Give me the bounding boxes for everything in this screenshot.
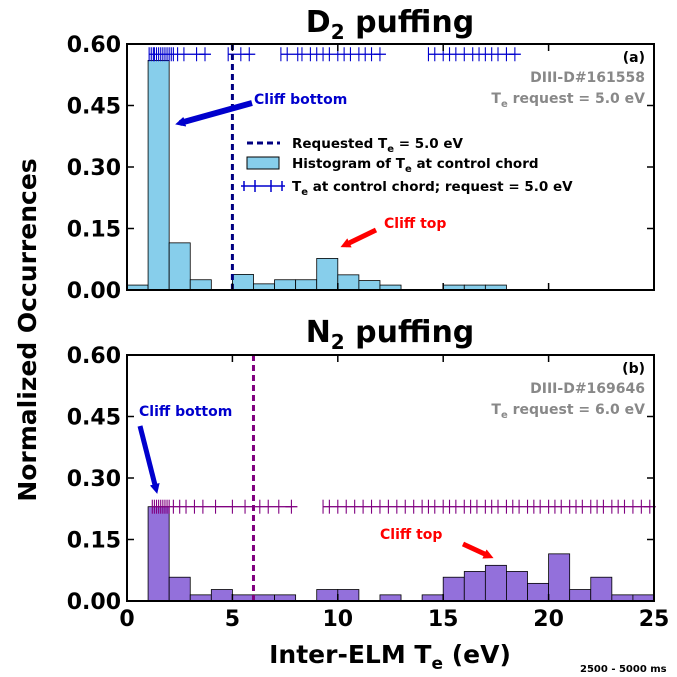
panel-a-x-ticks [126, 44, 655, 290]
panel-a-cliff-top-label: Cliff top [384, 216, 446, 232]
panel-a-bar [358, 280, 381, 291]
time-range-footer: 2500 - 5000 ms [580, 664, 667, 675]
y-axis-label: Normalized Occurrences [13, 158, 42, 501]
panel-a-label: (a) [623, 50, 645, 66]
panel-a-bar [231, 274, 254, 291]
panel-a-y-tick-label: 0.00 [67, 279, 121, 304]
panel-b-request: Te request = 6.0 eV [491, 402, 645, 421]
panel-a-bar [274, 279, 297, 291]
legend-errorbar-label: Te at control chord; request = 5.0 eV [292, 179, 573, 198]
panel-a-y-tick-label: 0.45 [67, 95, 121, 120]
panel-b-y-tick-label: 0.60 [67, 344, 121, 369]
panel-a-errorbars [148, 47, 521, 62]
legend-histogram-main: Histogram of T [292, 156, 406, 172]
panel-b-bar [463, 571, 486, 602]
panel-a: D2 puffing 0.00 0.15 0.30 0.45 0.60 (a) DIII… [67, 5, 655, 304]
panel-b-x-tick-label: 0 [119, 607, 134, 632]
panel-b-bar [147, 506, 170, 602]
panel-b-x-tick-label: 20 [533, 607, 564, 632]
panel-a-y-tick-label: 0.15 [67, 218, 121, 243]
panel-a-bar [337, 274, 360, 291]
panel-a-title-sub: 2 [331, 20, 345, 44]
panel-b: N2 puffing 0.00 0.15 0.30 0.45 0.60 0 5 10 15 20… [67, 315, 670, 632]
panel-b-bars [147, 506, 655, 602]
panel-b-request-suffix: request = 6.0 eV [508, 402, 645, 418]
panel-a-bar [168, 242, 191, 291]
legend-histogram-label: Histogram of Te at control chord [292, 156, 539, 175]
panel-b-title-sub: 2 [331, 330, 345, 354]
panel-b-bar [316, 589, 339, 602]
panel-a-request-main: T [491, 91, 501, 107]
panel-a-bar [147, 60, 170, 291]
panel-b-label: (b) [622, 361, 645, 377]
panel-a-legend: Requested Te = 5.0 eV Histogram of Te at… [241, 136, 573, 198]
panel-b-bar [210, 589, 233, 602]
panel-b-bar [168, 576, 191, 602]
panel-b-shot: DIII-D#169646 [530, 381, 645, 397]
panel-a-cliff-bottom-arrow [175, 100, 253, 127]
legend-errorbar-sub: e [301, 187, 308, 198]
panel-b-bar [590, 576, 613, 602]
panel-b-y-tick-label: 0.15 [67, 529, 121, 554]
panel-a-title-main: D [306, 5, 331, 40]
panel-a-request-sub: e [501, 99, 508, 110]
x-axis-label-sub: e [431, 654, 443, 674]
panel-a-shot: DIII-D#161558 [530, 70, 645, 86]
legend-requested-main: Requested T [292, 136, 388, 152]
panel-b-y-ticks: 0.00 0.15 0.30 0.45 0.60 [67, 344, 654, 615]
panel-b-cliff-top-label: Cliff top [380, 527, 442, 543]
legend-requested-sub: e [387, 144, 394, 155]
panel-b-cliff-bottom-arrow [137, 425, 160, 494]
legend-histogram-suffix: at control chord [412, 156, 539, 172]
panel-b-x-tick-label: 25 [639, 607, 670, 632]
legend-histogram-sub: e [405, 164, 412, 175]
panel-b-errorbars [151, 499, 656, 514]
panel-b-cliff-top-arrow [461, 541, 494, 559]
legend-requested-label: Requested Te = 5.0 eV [292, 136, 463, 155]
panel-b-y-tick-label: 0.45 [67, 406, 121, 431]
panel-a-bar [189, 279, 212, 291]
panel-b-bar [506, 571, 528, 602]
panel-a-request-suffix: request = 5.0 eV [508, 91, 645, 107]
panel-a-y-ticks: 0.00 0.15 0.30 0.45 0.60 [67, 33, 654, 304]
legend-errorbar-main: T [292, 179, 302, 195]
panel-b-bar [484, 564, 507, 602]
panel-b-title-main: N [306, 315, 331, 350]
panel-b-request-main: T [491, 402, 501, 418]
x-axis-label-main: Inter-ELM T [269, 640, 431, 669]
panel-b-bar [527, 582, 550, 602]
panel-b-x-tick-label: 5 [225, 607, 240, 632]
panel-b-title: N2 puffing [306, 315, 475, 354]
panel-b-title-suffix: puffing [345, 315, 475, 350]
panel-b-x-ticks: 0 5 10 15 20 25 [119, 355, 669, 632]
legend-errorbar-swatch [241, 180, 285, 192]
panel-a-y-tick-label: 0.60 [67, 33, 121, 58]
panel-b-y-tick-label: 0.00 [67, 590, 121, 615]
x-axis-label: Inter-ELM Te (eV) [269, 640, 511, 674]
panel-b-bar [337, 589, 360, 602]
panel-b-cliff-bottom-label: Cliff bottom [139, 404, 232, 420]
panel-a-title: D2 puffing [306, 5, 474, 44]
panel-b-x-tick-label: 10 [322, 607, 353, 632]
panel-a-cliff-bottom-label: Cliff bottom [254, 92, 347, 108]
legend-errorbar-suffix: at control chord; request = 5.0 eV [308, 179, 573, 195]
panel-a-request: Te request = 5.0 eV [491, 91, 645, 110]
legend-histogram-swatch [246, 156, 280, 170]
panel-b-bar [548, 553, 571, 602]
legend-requested-suffix: = 5.0 eV [394, 136, 463, 152]
panel-a-title-suffix: puffing [345, 5, 475, 40]
panel-a-bar [295, 279, 318, 291]
panel-b-bar [569, 589, 592, 602]
panel-b-y-tick-label: 0.30 [67, 467, 121, 492]
panel-a-cliff-top-arrow [340, 227, 378, 248]
panel-b-request-sub: e [501, 410, 508, 421]
panel-b-x-tick-label: 15 [428, 607, 459, 632]
x-axis-label-unit: (eV) [443, 640, 511, 669]
panel-a-bars [126, 60, 507, 291]
panel-b-bar [442, 576, 465, 602]
panel-a-bar [316, 258, 339, 291]
panel-a-y-tick-label: 0.30 [67, 156, 121, 181]
